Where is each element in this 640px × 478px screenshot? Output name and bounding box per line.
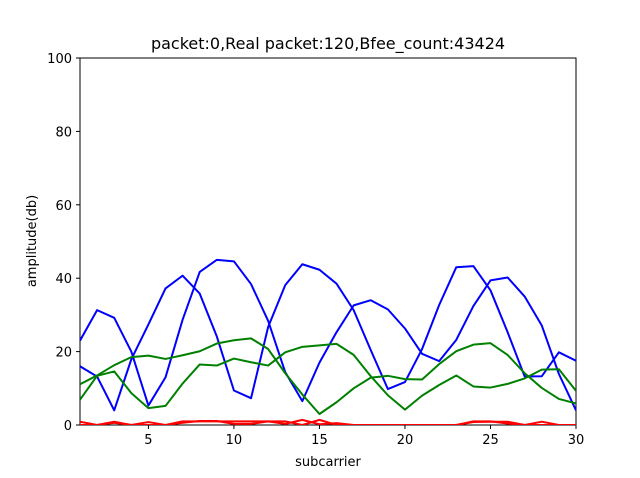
y-axis-label: amplitude(db) — [25, 195, 40, 287]
x-tick-label: 30 — [568, 433, 585, 448]
y-tick-label: 80 — [55, 125, 72, 140]
series-line-3 — [80, 342, 576, 411]
y-tick-label: 100 — [47, 52, 72, 67]
chart-title: packet:0,Real packet:120,Bfee_count:4342… — [151, 34, 505, 54]
series-line-4 — [80, 337, 576, 415]
x-axis-ticks: 5 10 15 20 25 30 — [144, 425, 584, 448]
x-tick-label: 15 — [311, 433, 328, 448]
series-line-2 — [80, 263, 576, 412]
y-tick-label: 60 — [55, 199, 72, 214]
series-line-1 — [80, 258, 576, 411]
series-line-6 — [80, 418, 576, 425]
y-tick-label: 20 — [55, 346, 72, 361]
y-tick-label: 0 — [64, 419, 72, 434]
series-layer — [80, 258, 576, 425]
plot-area-frame — [79, 57, 577, 426]
x-tick-label: 25 — [482, 433, 499, 448]
y-axis-ticks: 0 20 40 60 80 100 — [47, 52, 80, 434]
x-tick-label: 5 — [144, 433, 152, 448]
x-tick-label: 10 — [226, 433, 243, 448]
x-axis-label: subcarrier — [295, 455, 361, 470]
y-tick-label: 40 — [55, 272, 72, 287]
x-tick-label: 20 — [397, 433, 414, 448]
